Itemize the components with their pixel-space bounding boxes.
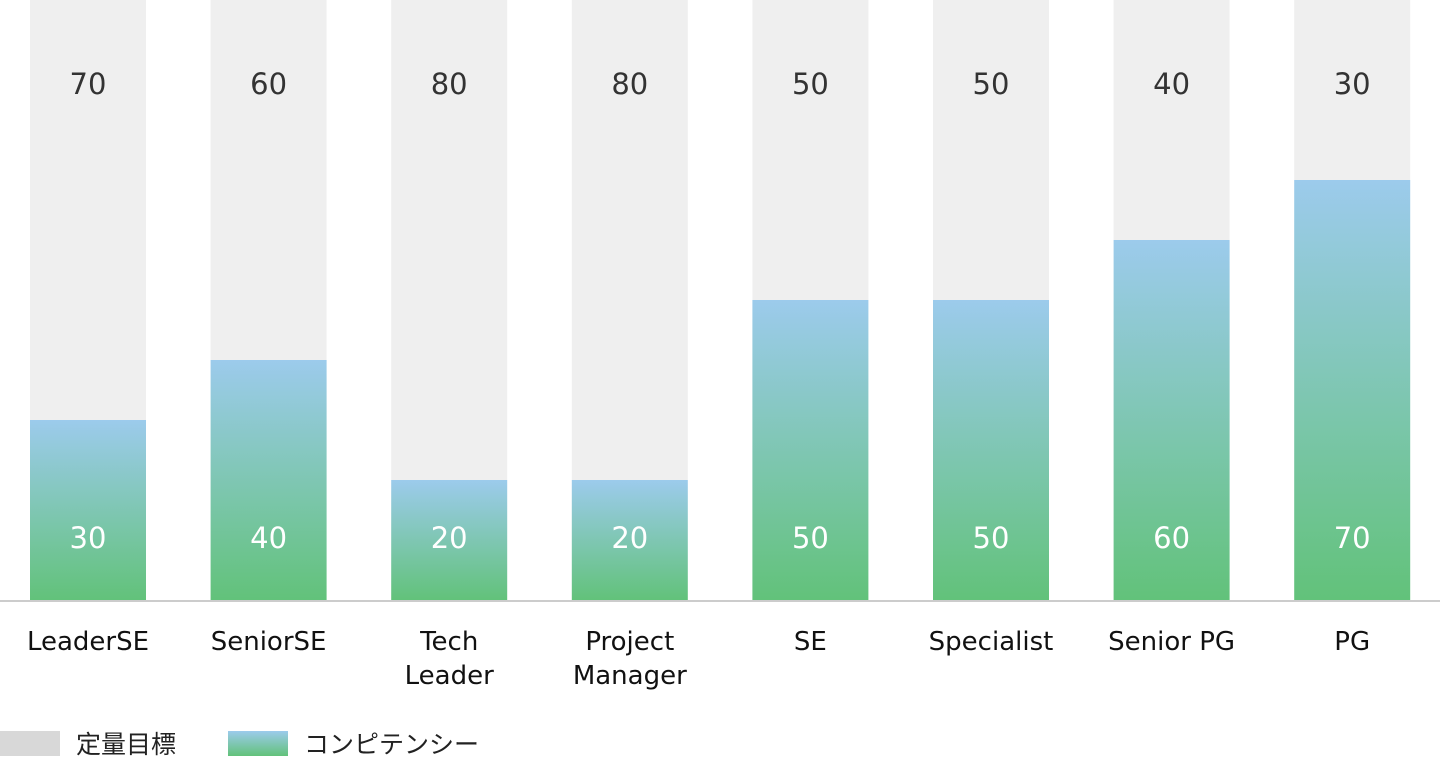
target-segment [933,0,1049,300]
competency-segment [933,300,1049,600]
competency-value-label: 20 [611,521,648,555]
target-value-label: 50 [973,67,1010,101]
target-value-label: 70 [70,67,107,101]
target-segment [752,0,869,300]
target-value-label: 50 [792,67,829,101]
target-value-label: 40 [1153,67,1190,101]
target-segment [1113,0,1230,240]
competency-value-label: 40 [250,521,287,555]
competency-segment [1294,180,1411,600]
competency-value-label: 30 [70,521,107,555]
target-segment [391,0,508,480]
category-label: Senior PG [1108,627,1235,657]
legend-swatch-competency [228,731,288,756]
legend: 定量目標 コンピテンシー [0,730,479,759]
competency-segment [30,420,146,600]
category-labels: LeaderSE SeniorSE Tech Leader Project Manager… [27,627,1370,691]
category-label: PG [1334,627,1370,657]
category-label: Project [585,627,674,657]
competency-value-label: 70 [1334,521,1371,555]
target-segment [210,0,327,360]
category-label: Leader [405,661,494,691]
competency-segment [210,360,327,600]
competency-value-label: 50 [792,521,829,555]
legend-label-competency: コンピテンシー [304,730,479,759]
competency-segment [571,480,688,600]
competency-value-label: 50 [973,521,1010,555]
bars-group: 70 30 60 40 80 20 80 20 50 50 50 50 40 60 30 70 [30,0,1411,600]
category-label: LeaderSE [27,627,149,657]
competency-value-label: 20 [431,521,468,555]
target-value-label: 80 [611,67,648,101]
competency-value-label: 60 [1153,521,1190,555]
target-value-label: 60 [250,67,287,101]
category-label: Specialist [929,627,1054,657]
category-label: SeniorSE [211,627,327,657]
category-label: Manager [573,661,687,691]
competency-segment [752,300,869,600]
target-segment [1294,0,1411,180]
legend-swatch-target [0,731,60,756]
legend-label-target: 定量目標 [76,730,176,759]
competency-segment [391,480,508,600]
target-segment [30,0,146,420]
category-label: Tech [419,627,478,657]
competency-segment [1113,240,1230,600]
category-label: SE [794,627,827,657]
target-value-label: 80 [431,67,468,101]
target-segment [571,0,688,480]
target-value-label: 30 [1334,67,1371,101]
